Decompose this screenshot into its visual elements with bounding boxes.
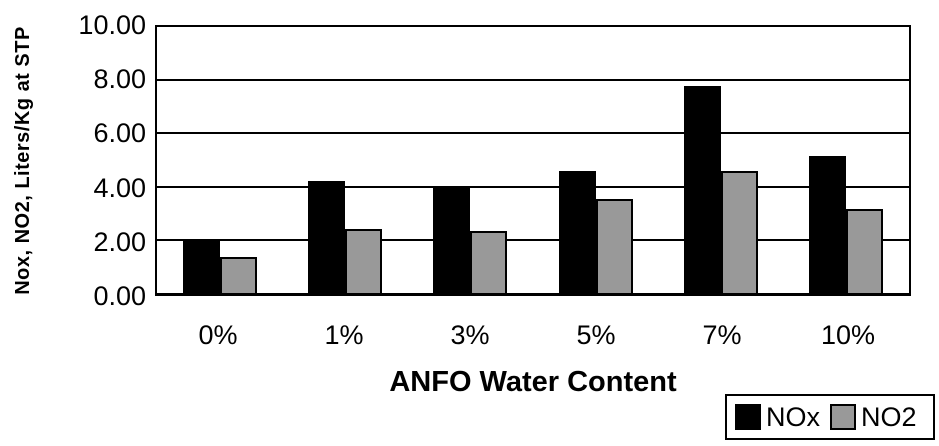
legend-item-no2: NO2 [830,401,917,432]
x-tick-label-10%: 10% [820,320,876,350]
legend-label-no2: NO2 [861,401,917,432]
gridline [157,185,909,188]
y-tick-label: 2.00 [93,227,146,257]
bar-group-3% [408,27,533,293]
bar-no2-5% [595,198,633,293]
x-tick-label-5%: 5% [576,320,616,350]
y-tick-label: 4.00 [93,173,146,203]
bar-no2-1% [344,229,382,293]
legend-label-nox: NOx [766,401,820,432]
y-axis-ticks: 0.00 2.00 4.00 6.00 8.00 10.00 [0,10,146,311]
x-tick-label-7%: 7% [702,320,742,350]
bar-no2-10% [846,209,884,293]
plot-area [155,25,911,296]
bar-group-7% [658,27,783,293]
bar-group-10% [784,27,909,293]
bar-nox-3% [433,186,471,293]
legend-swatch-nox [735,404,761,430]
bar-nox-0% [182,239,220,293]
legend-swatch-no2 [830,404,856,430]
x-tick-label-0%: 0% [198,320,238,350]
y-tick-label: 6.00 [93,118,146,148]
bar-no2-7% [720,170,758,293]
y-tick-label: 8.00 [93,64,146,94]
y-tick-label: 0.00 [93,281,146,311]
bar-no2-0% [219,257,257,293]
bar-nox-10% [809,156,847,293]
bar-group-1% [282,27,407,293]
gridline [157,79,909,82]
y-tick-label: 10.00 [78,10,146,40]
legend: NOx NO2 [725,394,935,440]
x-tick-label-3%: 3% [450,320,490,350]
gridline [157,238,909,241]
x-axis-labels: 0% 1% 3% 5% 7% 10% [155,320,911,351]
bar-group-0% [157,27,282,293]
legend-item-nox: NOx [735,401,820,432]
bar-group-5% [533,27,658,293]
x-tick-label-1%: 1% [324,320,364,350]
bar-groups [157,27,909,293]
bar-nox-7% [683,85,721,293]
bar-nox-5% [558,170,596,293]
bar-nox-1% [307,181,345,293]
bar-no2-3% [470,230,508,293]
x-axis-title: ANFO Water Content [389,366,677,398]
gridline [157,132,909,135]
